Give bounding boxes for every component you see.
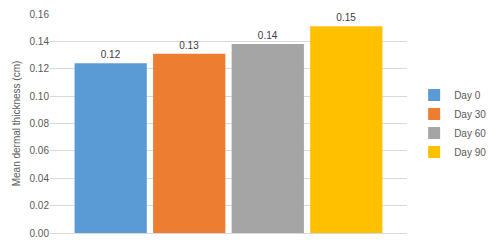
svg-text:0.12: 0.12 [30,63,50,74]
svg-text:0.15: 0.15 [336,12,356,23]
svg-text:0.12: 0.12 [101,49,121,60]
svg-text:0.14: 0.14 [30,36,50,47]
svg-text:0.08: 0.08 [30,118,50,129]
svg-text:Day 90: Day 90 [454,147,486,158]
svg-text:0.04: 0.04 [30,173,50,184]
svg-text:0.13: 0.13 [179,40,199,51]
svg-text:Mean dermal thickness (cm): Mean dermal thickness (cm) [11,61,22,187]
svg-text:0.10: 0.10 [30,91,50,102]
svg-text:0.16: 0.16 [30,9,50,20]
svg-text:0.00: 0.00 [30,228,50,239]
svg-text:Day 60: Day 60 [454,128,486,139]
svg-text:0.06: 0.06 [30,145,50,156]
svg-text:0.02: 0.02 [30,200,50,211]
svg-text:Day 30: Day 30 [454,109,486,120]
svg-text:Day 0: Day 0 [454,90,481,101]
svg-text:0.14: 0.14 [258,30,278,41]
